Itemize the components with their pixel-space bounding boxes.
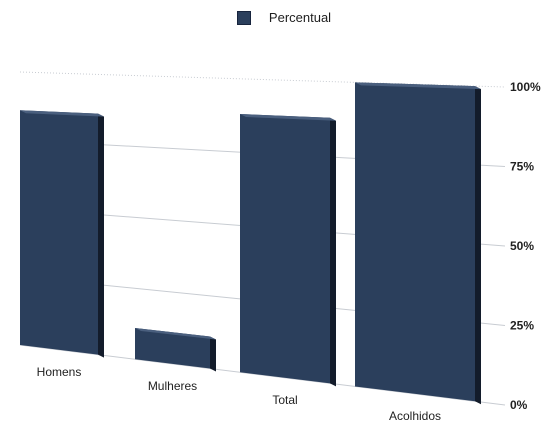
- bar: [20, 110, 98, 355]
- y-tick-label: 0%: [510, 398, 528, 412]
- bar-side: [98, 113, 104, 358]
- bar-top: [240, 114, 336, 121]
- bar-side: [210, 336, 216, 372]
- category-label: Total: [272, 393, 297, 407]
- y-tick-label: 75%: [510, 160, 534, 174]
- y-tick-label: 100%: [510, 80, 541, 94]
- y-tick-label: 25%: [510, 319, 534, 333]
- bar: [355, 82, 475, 402]
- legend: Percentual: [0, 10, 558, 25]
- category-label: Acolhidos: [389, 409, 441, 423]
- bar-side: [330, 117, 336, 387]
- bar-top: [355, 82, 481, 90]
- bar: [240, 114, 330, 384]
- bar: [135, 328, 210, 369]
- category-label: Mulheres: [148, 379, 197, 393]
- y-tick-label: 50%: [510, 239, 534, 253]
- gridline: [19, 71, 506, 88]
- legend-label: Percentual: [268, 10, 332, 25]
- legend-swatch: [236, 10, 251, 25]
- bar-side: [475, 86, 481, 405]
- category-label: Homens: [37, 365, 82, 379]
- bar-top: [20, 110, 104, 117]
- bar-top: [135, 328, 216, 340]
